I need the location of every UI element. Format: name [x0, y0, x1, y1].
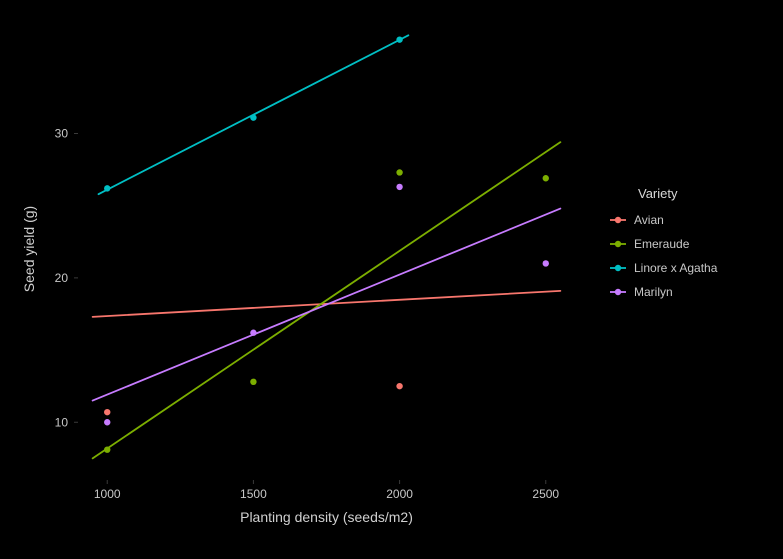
y-tick-label: 30	[55, 127, 69, 141]
scatter-chart: 1000 1500 2000 2500 10 20 30 Planting density (…	[0, 0, 783, 559]
x-tick-label: 2500	[532, 487, 559, 501]
x-axis-label: Planting density (seeds/m2)	[240, 509, 413, 525]
chart-container: 1000 1500 2000 2500 10 20 30 Planting density (…	[0, 0, 783, 559]
legend-title: Variety	[638, 186, 678, 201]
data-point	[250, 330, 256, 336]
legend-point-icon	[615, 241, 621, 247]
legend-point-icon	[615, 265, 621, 271]
x-tick-label: 1000	[94, 487, 121, 501]
legend-label: Avian	[634, 213, 664, 227]
legend-item: Marilyn	[610, 284, 673, 300]
data-point	[396, 383, 402, 389]
legend-label: Emeraude	[634, 237, 690, 251]
data-point	[396, 36, 402, 42]
data-point	[543, 260, 549, 266]
y-axis-label: Seed yield (g)	[21, 206, 37, 292]
data-point	[543, 175, 549, 181]
data-point	[104, 185, 110, 191]
legend-point-icon	[615, 217, 621, 223]
chart-bg	[0, 0, 783, 559]
data-point	[104, 409, 110, 415]
data-point	[396, 184, 402, 190]
data-point	[250, 114, 256, 120]
data-point	[104, 419, 110, 425]
data-point	[104, 446, 110, 452]
y-tick-label: 10	[55, 415, 69, 429]
legend-label: Linore x Agatha	[634, 261, 718, 275]
y-tick-label: 20	[55, 271, 69, 285]
legend-label: Marilyn	[634, 285, 673, 299]
data-point	[396, 169, 402, 175]
legend-item: Avian	[610, 212, 664, 228]
data-point	[250, 379, 256, 385]
legend-point-icon	[615, 289, 621, 295]
x-tick-label: 2000	[386, 487, 413, 501]
x-tick-label: 1500	[240, 487, 267, 501]
legend-item: Emeraude	[610, 236, 690, 252]
